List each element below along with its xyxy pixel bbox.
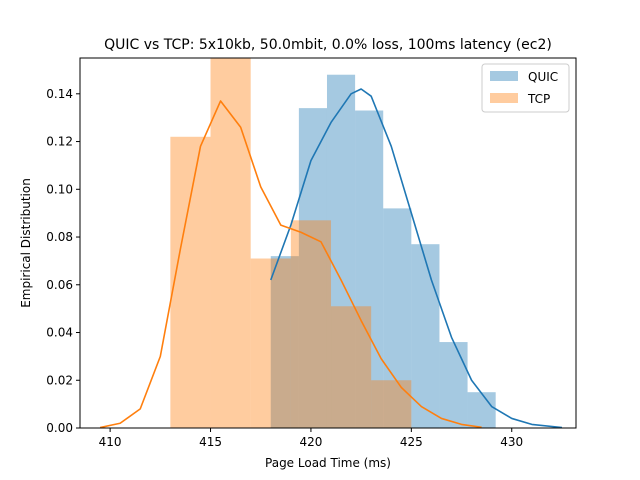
quic-bar — [411, 244, 440, 428]
y-tick-label: 0.06 — [46, 278, 73, 292]
quic-bar — [467, 392, 496, 428]
tcp-bar — [210, 58, 251, 428]
y-tick-label: 0.12 — [46, 135, 73, 149]
y-tick-label: 0.10 — [46, 182, 73, 196]
x-tick-label: 430 — [500, 435, 523, 449]
plot-area — [99, 58, 563, 428]
x-axis-label: Page Load Time (ms) — [265, 456, 391, 470]
legend-swatch-tcp — [490, 93, 518, 103]
y-tick-label: 0.04 — [46, 326, 73, 340]
quic-bar — [298, 108, 327, 428]
y-tick-label: 0.14 — [46, 87, 73, 101]
y-axis-label: Empirical Distribution — [19, 178, 33, 308]
legend-swatch-quic — [490, 71, 518, 81]
y-tick-label: 0.02 — [46, 373, 73, 387]
legend-label-tcp: TCP — [527, 92, 550, 106]
tcp-kde-line — [99, 100, 482, 428]
tcp-bar — [250, 258, 291, 428]
legend-label-quic: QUIC — [528, 70, 558, 84]
y-tick-label: 0.00 — [46, 421, 73, 435]
quic-bar — [270, 256, 299, 428]
tcp-bar — [170, 136, 211, 428]
x-tick-label: 415 — [199, 435, 222, 449]
x-tick-label: 425 — [400, 435, 423, 449]
tcp-bar — [331, 306, 372, 428]
axes-frame — [79, 57, 577, 429]
y-tick-label: 0.08 — [46, 230, 73, 244]
quic-bar — [383, 208, 412, 428]
x-tick-label: 410 — [99, 435, 122, 449]
ticks: 410 415 420 425 430 0.00 0.02 0.04 0.06 0.08 0.10 0… — [46, 87, 523, 449]
quic-bar — [326, 74, 356, 428]
chart-title: QUIC vs TCP: 5x10kb, 50.0mbit, 0.0% loss… — [104, 37, 552, 53]
quic-bar — [355, 110, 384, 428]
legend-box — [481, 63, 570, 113]
tcp-bar — [290, 220, 332, 428]
tcp-bar — [371, 380, 412, 428]
legend: QUIC TCP — [481, 63, 570, 113]
quic-bar — [439, 342, 468, 428]
x-tick-label: 420 — [299, 435, 322, 449]
quic-kde-line — [270, 88, 563, 428]
